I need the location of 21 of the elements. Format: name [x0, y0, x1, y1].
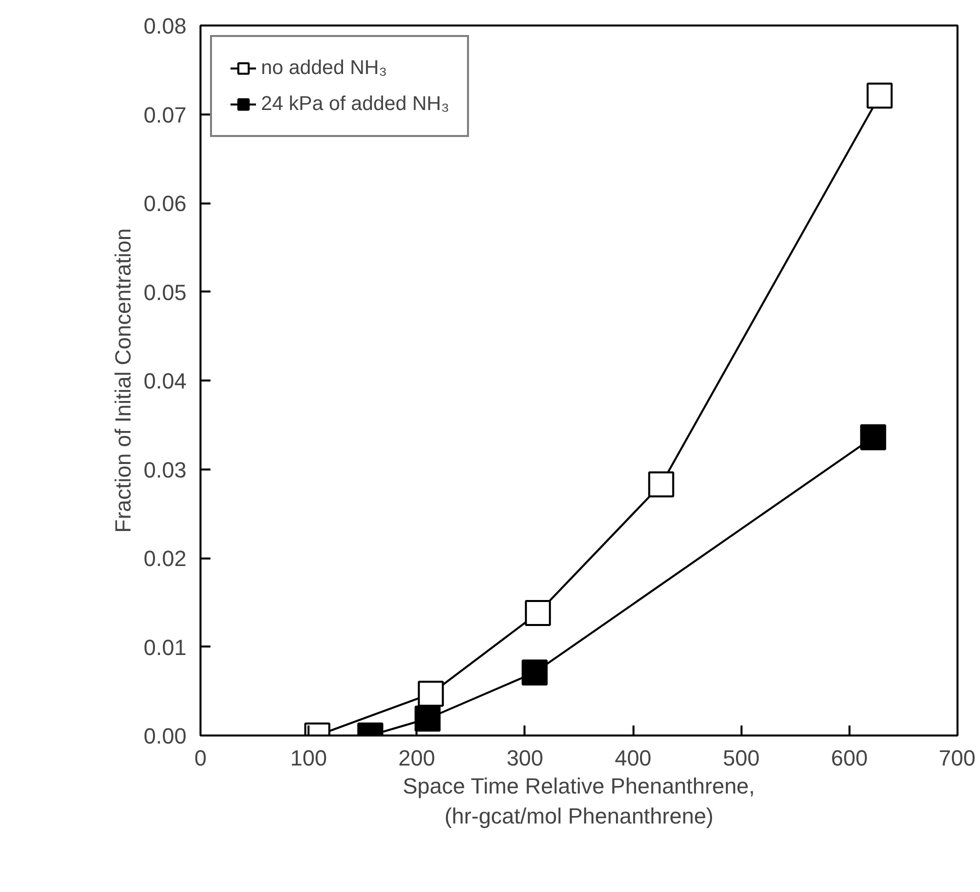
y-tick-label: 0.08: [144, 14, 187, 38]
x-axis-title: Space Time Relative Phenanthrene, (hr-gcat/mol Phenanthrene): [402, 774, 755, 828]
y-tick-label: 0.04: [144, 368, 187, 394]
legend-label: no added NH₃: [261, 56, 388, 80]
x-tick-label: 100: [290, 746, 328, 770]
x-tick-label: 300: [506, 746, 544, 770]
x-tick-label: 200: [398, 746, 436, 770]
x-tick-label: 700: [938, 746, 976, 770]
y-tick-label: 0.06: [144, 191, 187, 216]
legend-label: 24 kPa of added NH₃: [261, 92, 450, 116]
y-tick-label: 0.00: [144, 724, 187, 748]
y-tick-label: 0.03: [144, 457, 187, 482]
x-tick-label: 600: [831, 746, 868, 770]
y-tick-label: 0.07: [144, 102, 187, 128]
y-tick-label: 0.02: [144, 546, 187, 571]
y-axis-title: Fraction of Initial Concentration: [110, 228, 136, 533]
x-tick-label: 400: [614, 746, 652, 770]
x-tick-label: 0: [194, 746, 207, 770]
y-tick-label: 0.05: [144, 280, 187, 305]
y-tick-label: 0.01: [144, 634, 187, 660]
x-tick-label: 500: [722, 746, 760, 770]
